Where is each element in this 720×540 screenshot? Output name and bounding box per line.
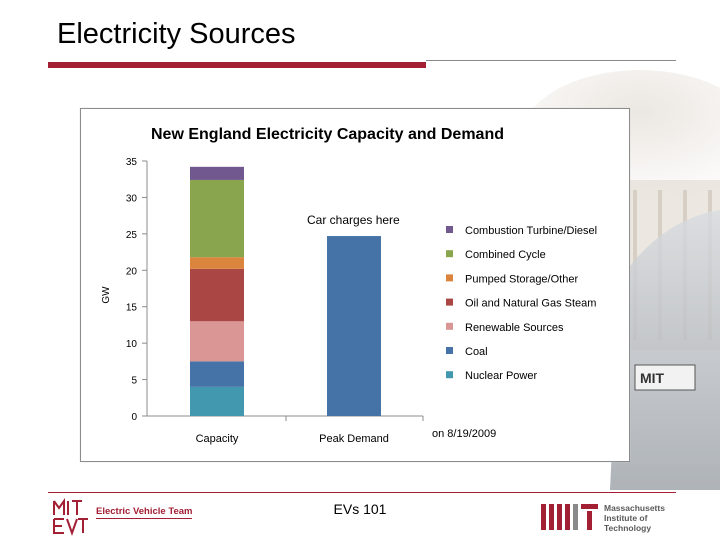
legend-swatch (446, 322, 453, 330)
legend-label: Pumped Storage/Other (465, 273, 578, 285)
evt-logo-icon (53, 498, 88, 536)
svg-text:MIT: MIT (640, 370, 665, 386)
annotation-car-charges: Car charges here (307, 213, 400, 227)
legend-label: Combustion Turbine/Diesel (465, 225, 597, 237)
legend-label: Coal (465, 346, 488, 358)
y-tick-label: 5 (131, 376, 137, 387)
mit-wordmark-line-2: Institute of (604, 513, 648, 523)
y-tick-label: 0 (131, 412, 137, 423)
legend-label: Combined Cycle (465, 249, 546, 261)
chart-panel: New England Electricity Capacity and Dem… (80, 108, 630, 462)
title-underline-red (48, 62, 426, 68)
mit-wordmark-line-3: Technology (604, 523, 652, 533)
y-axis-label: GW (101, 286, 112, 304)
y-tick-label: 10 (126, 339, 138, 350)
footer-left-label: Electric Vehicle Team (96, 506, 193, 519)
footer-divider (48, 492, 676, 493)
y-tick-label: 20 (126, 266, 138, 277)
bar-segment-oil-and-natural-gas-steam (190, 268, 244, 322)
bar-segment-coal (327, 236, 381, 416)
footer-center-label: EVs 101 (333, 501, 387, 517)
legend-label: Oil and Natural Gas Steam (465, 298, 596, 310)
legend-swatch (446, 226, 453, 233)
legend-swatch (446, 371, 453, 379)
mit-wordmark: Massachusetts Institute of Technology (604, 503, 665, 533)
legend-swatch (446, 274, 453, 282)
bar-segment-combustion-turbine-diesel (190, 166, 244, 180)
mit-logo-icon (541, 504, 598, 530)
y-tick-label: 15 (126, 303, 138, 314)
legend-label: Nuclear Power (465, 370, 537, 382)
bar-segment-nuclear-power (190, 386, 244, 416)
bar-segment-pumped-storage-other (190, 257, 244, 269)
mit-wordmark-line-1: Massachusetts (604, 503, 665, 513)
legend-swatch (446, 250, 453, 258)
legend-swatch (446, 347, 453, 354)
bar-segment-renewable-sources (190, 321, 244, 362)
annotation-date: on 8/19/2009 (432, 428, 496, 440)
slide-title: Electricity Sources (57, 18, 296, 50)
y-tick-label: 35 (126, 157, 138, 168)
bar-segment-combined-cycle (190, 179, 244, 258)
x-tick-label: Peak Demand (319, 433, 389, 445)
bar-segment-coal (190, 361, 244, 387)
title-underline-gray (426, 60, 676, 61)
legend-swatch (446, 298, 453, 306)
legend-label: Renewable Sources (465, 322, 564, 334)
y-tick-label: 25 (126, 230, 138, 241)
chart-title: New England Electricity Capacity and Dem… (151, 126, 504, 143)
x-tick-label: Capacity (196, 433, 239, 445)
chart-svg: New England Electricity Capacity and Dem… (101, 126, 597, 445)
y-tick-label: 30 (126, 193, 138, 204)
